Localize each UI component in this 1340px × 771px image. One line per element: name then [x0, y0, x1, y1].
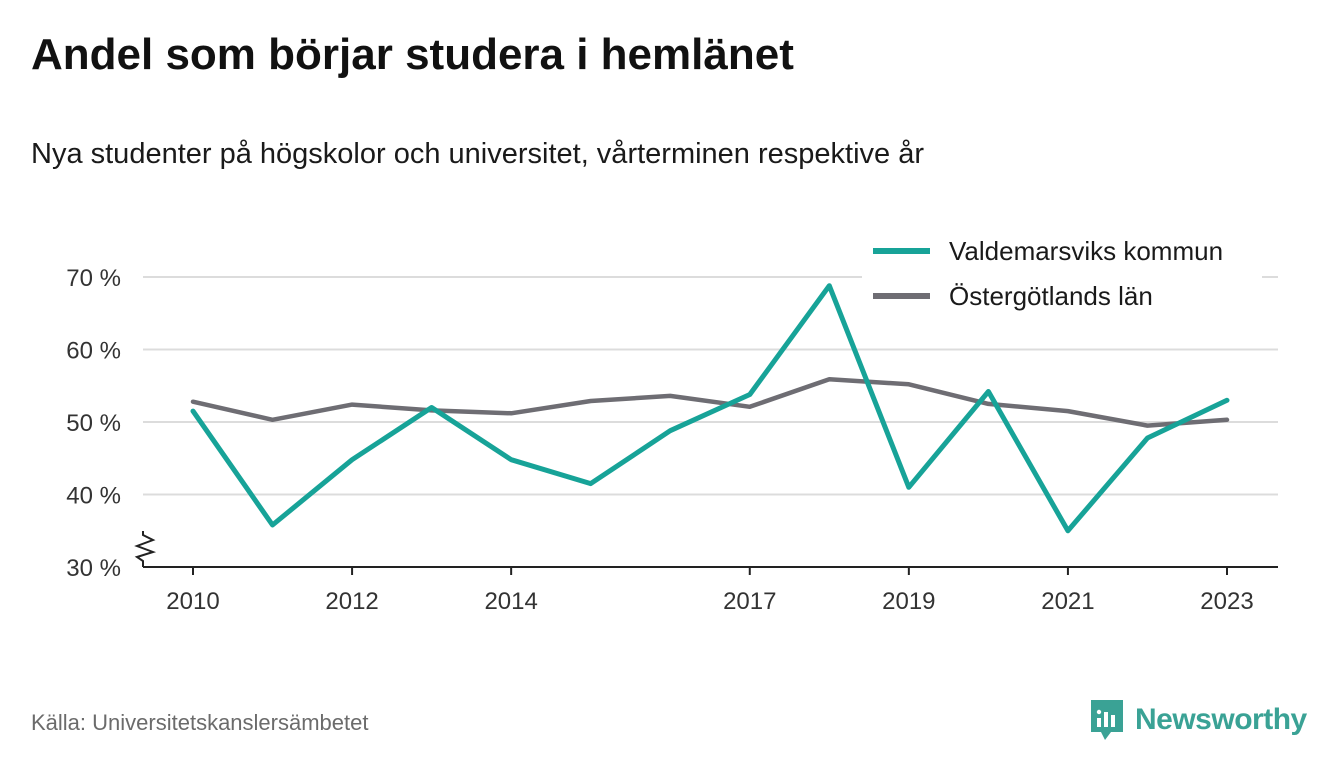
legend-background — [862, 230, 1262, 322]
newsworthy-logo-icon — [1091, 700, 1123, 740]
brand-name: Newsworthy — [1135, 703, 1307, 736]
x-tick-label: 2019 — [882, 588, 935, 615]
chart-subtitle: Nya studenter på högskolor och universit… — [31, 138, 924, 170]
x-tick-label: 2012 — [325, 588, 378, 615]
y-tick-label: 70 % — [66, 265, 121, 292]
x-tick-label: 2017 — [723, 588, 776, 615]
series-line-0 — [190, 283, 1230, 534]
x-tick-label: 2010 — [166, 588, 219, 615]
y-tick-label: 40 % — [66, 483, 121, 510]
y-tick-label: 60 % — [66, 338, 121, 365]
x-tick-label: 2021 — [1041, 588, 1094, 615]
legend-label: Valdemarsviks kommun — [949, 236, 1223, 266]
source-note: Källa: Universitetskanslersämbetet — [31, 710, 369, 735]
y-tick-label: 30 % — [66, 555, 121, 582]
series-lines — [190, 283, 1230, 534]
legend-label: Östergötlands län — [949, 281, 1153, 311]
x-tick-label: 2023 — [1200, 588, 1253, 615]
brand-logo[interactable]: Newsworthy — [1089, 698, 1307, 742]
series-line-1 — [190, 376, 1230, 428]
legend: Valdemarsviks kommun Östergötlands län — [862, 230, 1262, 322]
y-tick-label: 50 % — [66, 410, 121, 437]
chart-title: Andel som börjar studera i hemlänet — [31, 30, 794, 79]
axis-break-icon — [134, 531, 157, 567]
y-axis-tick-labels: 30 % 40 % 50 % 60 % 70 % — [66, 265, 121, 582]
x-tick-label: 2014 — [484, 588, 537, 615]
x-axis: 2010 2012 2014 2017 2019 2021 2023 — [134, 531, 1278, 615]
line-chart: 30 %40 %50 %60 %70 % 2010 2012 2014 2017 201… — [66, 230, 1278, 615]
